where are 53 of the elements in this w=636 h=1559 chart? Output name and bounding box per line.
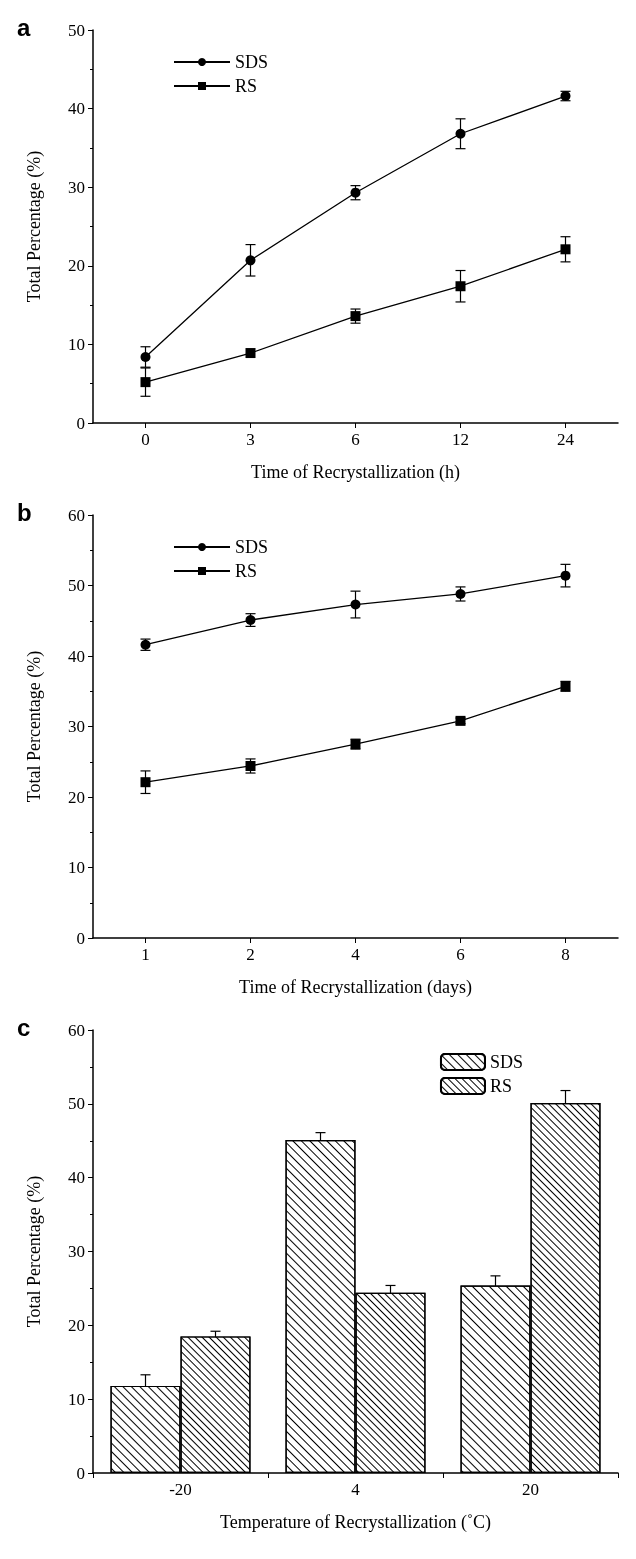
y-tick-label: 20	[68, 787, 85, 807]
x-tick-label: -20	[169, 1480, 192, 1499]
x-tick-label: 4	[351, 1480, 361, 1499]
legend-label: RS	[489, 1076, 513, 1096]
legend-label: RS	[235, 76, 258, 96]
point	[560, 244, 571, 255]
y-tick-label: 30	[68, 717, 85, 736]
point	[140, 777, 151, 788]
legend-label: SDS	[235, 52, 269, 72]
y-tick-label: 40	[68, 646, 85, 666]
chart-title: c	[17, 1013, 31, 1041]
y-axis-title: Total Percentage (%)	[24, 150, 45, 303]
chart-title: b	[17, 498, 32, 526]
y-tick-label: 40	[68, 1168, 85, 1188]
y-tick-label: 10	[68, 1389, 85, 1409]
legend-label: RS	[235, 561, 258, 581]
x-tick-label: 6	[351, 430, 360, 449]
y-tick-label: 50	[68, 1094, 85, 1114]
chart-title: a	[17, 13, 31, 41]
y-tick-label: 20	[68, 1315, 85, 1335]
y-tick-label: 0	[76, 928, 85, 948]
y-tick-label: 10	[68, 334, 85, 354]
x-axis-title: Time of Recrystallization (h)	[251, 462, 460, 483]
y-tick-label: 60	[68, 1020, 85, 1040]
x-tick-label: 2	[246, 945, 255, 964]
point	[455, 281, 466, 292]
x-tick-label: 1	[141, 945, 150, 964]
y-tick-label: 0	[76, 1463, 85, 1483]
x-tick-label: 6	[456, 945, 465, 964]
x-tick-label: 8	[561, 945, 570, 964]
y-axis-title: Total Percentage (%)	[24, 650, 45, 803]
y-tick-label: 0	[76, 413, 85, 433]
y-tick-label: 50	[68, 576, 85, 595]
x-tick-label: 24	[557, 430, 575, 449]
y-tick-label: 40	[68, 99, 85, 119]
y-tick-label: 50	[68, 20, 85, 40]
point	[245, 348, 256, 359]
x-tick-label: 0	[141, 430, 150, 449]
x-tick-label: 4	[351, 945, 361, 964]
x-axis-title: Time of Recrystallization (days)	[239, 977, 472, 998]
y-tick-label: 30	[68, 177, 85, 197]
y-axis-title: Total Percentage (%)	[24, 1175, 45, 1328]
y-tick-label: 30	[68, 1242, 85, 1261]
y-tick-label: 60	[68, 505, 85, 525]
legend-label: SDS	[489, 1052, 524, 1072]
y-tick-label: 10	[68, 858, 85, 877]
x-tick-label: 3	[246, 430, 255, 449]
x-axis-title: Temperature of Recrystallization (˚C)	[219, 1512, 492, 1533]
x-tick-label: 20	[522, 1480, 539, 1499]
y-tick-label: 20	[68, 256, 85, 276]
point	[140, 377, 151, 388]
legend-label: SDS	[235, 537, 269, 557]
x-tick-label: 12	[452, 430, 469, 449]
